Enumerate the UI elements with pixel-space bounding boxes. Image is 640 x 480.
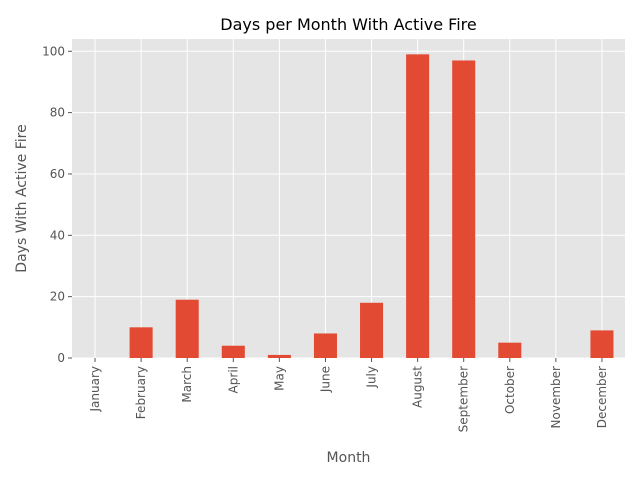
bar-may	[267, 354, 291, 358]
bar-february	[129, 327, 153, 358]
x-axis-ticks: January February March April May June July Augu…	[88, 358, 609, 432]
x-tick-label-november: November	[549, 366, 563, 428]
x-tick-label-august: August	[411, 366, 425, 408]
bar-april	[221, 345, 245, 358]
y-tick-label: 80	[50, 106, 65, 120]
bar-august	[406, 54, 430, 358]
x-axis-label: Month	[327, 450, 371, 466]
x-tick-label-july: July	[365, 366, 379, 389]
chart-title: Days per Month With Active Fire	[220, 15, 476, 34]
y-tick-label: 100	[42, 44, 65, 58]
x-tick-label-february: February	[134, 366, 148, 419]
y-tick-label: 0	[57, 351, 65, 365]
x-tick-label-may: May	[272, 366, 286, 391]
bar-december	[590, 330, 614, 358]
x-tick-label-april: April	[226, 366, 240, 393]
x-tick-label-january: January	[88, 366, 102, 413]
bars	[129, 54, 614, 358]
bar-june	[313, 333, 337, 358]
x-tick-label-december: December	[595, 366, 609, 428]
y-tick-label: 40	[50, 228, 65, 242]
x-tick-label-march: March	[180, 366, 194, 403]
y-axis-label: Days With Active Fire	[14, 124, 30, 272]
bar-october	[498, 342, 522, 358]
x-tick-label-september: September	[457, 366, 471, 432]
y-axis-ticks: 0 20 40 60 80 100	[42, 44, 72, 365]
bar-march	[175, 299, 199, 358]
y-tick-label: 20	[50, 290, 65, 304]
x-tick-label-october: October	[503, 366, 517, 414]
bar-july	[360, 302, 384, 358]
x-tick-label-june: June	[318, 366, 332, 393]
bar-september	[452, 60, 476, 358]
plot-background	[72, 39, 625, 358]
y-tick-label: 60	[50, 167, 65, 181]
